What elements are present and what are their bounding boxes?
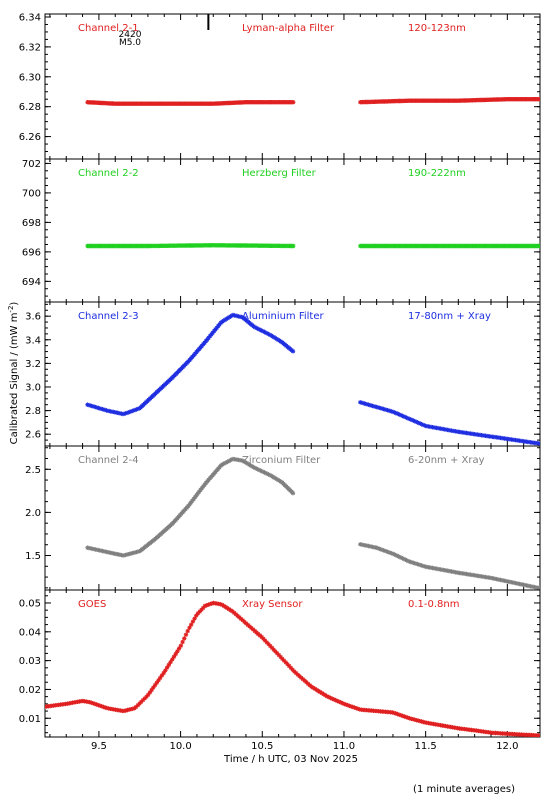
y-tick-label: 700 xyxy=(22,188,41,199)
band-label: 190-222nm xyxy=(408,168,466,179)
y-tick-label: 2.5 xyxy=(25,465,41,476)
band-label: 6-20nm + Xray xyxy=(408,455,485,466)
series-segment-1 xyxy=(85,456,296,558)
channel-label: Channel 2-3 xyxy=(78,311,139,322)
y-tick-label: 694 xyxy=(22,277,41,288)
flare-marker-label-bottom: M5.0 xyxy=(119,38,141,48)
y-tick-label: 3.0 xyxy=(25,382,41,393)
x-tick-label: 10.0 xyxy=(169,741,191,752)
y-axis-label: Calibrated Signal / (mW m-2) xyxy=(7,302,20,445)
y-tick-label: 6.32 xyxy=(19,42,41,53)
series-segment-2 xyxy=(358,400,540,446)
y-tick-label: 3.2 xyxy=(25,359,41,370)
panel-2: 694 696 698 700 702 Channel 2-2 Herzberg Filte… xyxy=(22,158,541,303)
y-tick-label: 696 xyxy=(22,247,41,258)
series-segment-1 xyxy=(85,312,296,417)
band-label: 0.1-0.8nm xyxy=(408,599,460,610)
panel-frame xyxy=(44,158,541,303)
data-series xyxy=(85,97,540,106)
flare-marker-label-top: 2420 xyxy=(119,30,142,40)
y-tick-label: 0.02 xyxy=(19,685,41,696)
panel-frame xyxy=(44,589,541,738)
y-tick-label: 6.26 xyxy=(19,132,41,143)
series-segment-2 xyxy=(358,542,540,590)
y-tick-label: 6.34 xyxy=(19,12,41,23)
series-segment-1 xyxy=(45,600,540,737)
y-tick-label: 2.0 xyxy=(25,508,41,519)
data-series xyxy=(85,243,540,249)
y-tick-label: 3.6 xyxy=(25,312,41,323)
filter-label: Herzberg Filter xyxy=(242,168,317,179)
band-label: 120-123nm xyxy=(408,23,466,34)
filter-label: Xray Sensor xyxy=(242,599,303,610)
series-segment-1 xyxy=(85,243,296,249)
data-series xyxy=(85,312,540,446)
data-series xyxy=(85,456,540,590)
y-tick-label: 0.01 xyxy=(19,714,41,725)
x-axis-label: Time / h UTC, 03 Nov 2025 xyxy=(223,754,358,765)
channel-label: Channel 2-4 xyxy=(78,455,139,466)
y-tick-label: 3.4 xyxy=(25,335,41,346)
series-segment-2 xyxy=(358,97,540,105)
x-tick-label: 9.5 xyxy=(91,741,107,752)
data-series xyxy=(45,600,540,737)
y-tick-label: 0.04 xyxy=(19,627,41,638)
flare-marker: 2420 M5.0 xyxy=(119,14,210,48)
series-segment-2 xyxy=(358,243,540,249)
panel-4: 1.5 2.0 2.5 Channel 2-4 Zirconium Filter 6-20… xyxy=(25,445,541,591)
panel-frame xyxy=(44,301,541,447)
y-tick-label: 6.30 xyxy=(19,72,41,83)
channel-label: GOES xyxy=(78,599,106,610)
x-tick-label: 11.0 xyxy=(333,741,355,752)
filter-label: Zirconium Filter xyxy=(242,455,321,466)
x-tick-label: 12.0 xyxy=(496,741,518,752)
y-tick-label: 2.8 xyxy=(25,406,41,417)
y-tick-label: 0.05 xyxy=(19,598,41,609)
x-axis: 9.5 10.0 10.5 11.0 11.5 12.0 xyxy=(91,741,519,752)
y-tick-label: 2.6 xyxy=(25,430,41,441)
y-tick-label: 6.28 xyxy=(19,102,41,113)
y-tick-label: 698 xyxy=(22,218,41,229)
panel-5: 0.01 0.02 0.03 0.04 0.05 GOES Xray Sensor 0.1-0… xyxy=(19,589,541,738)
panel-frame xyxy=(44,445,541,591)
x-tick-label: 10.5 xyxy=(251,741,273,752)
panel-1: 6.26 6.28 6.30 6.32 6.34 Channel 2-1 Lyman-alp… xyxy=(19,12,541,160)
filter-label: Lyman-alpha Filter xyxy=(242,23,335,34)
chart-panels: 6.26 6.28 6.30 6.32 6.34 Channel 2-1 Lyman-alp… xyxy=(19,12,541,738)
footer-note: (1 minute averages) xyxy=(413,784,515,795)
channel-label: Channel 2-1 xyxy=(78,23,139,34)
x-tick-label: 11.5 xyxy=(415,741,437,752)
band-label: 17-80nm + Xray xyxy=(408,311,491,322)
y-tick-label: 702 xyxy=(22,159,41,170)
y-tick-label: 0.03 xyxy=(19,656,41,667)
series-segment-1 xyxy=(85,100,296,106)
y-tick-label: 1.5 xyxy=(25,551,41,562)
filter-label: Aluminium Filter xyxy=(242,311,325,322)
channel-label: Channel 2-2 xyxy=(78,168,139,179)
panel-3: 2.6 2.8 3.0 3.2 3.4 3.6 Channel 2-3 Aluminium F… xyxy=(25,301,541,447)
